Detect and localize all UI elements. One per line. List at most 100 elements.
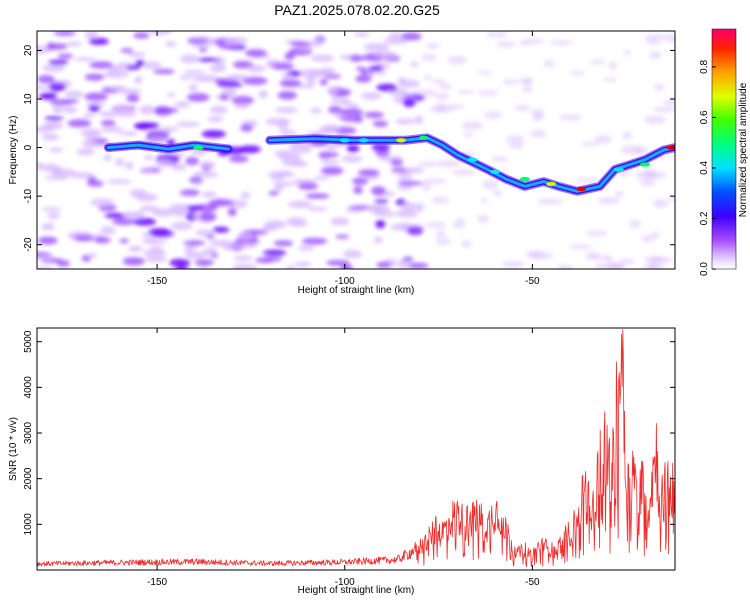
- noise-blob: [276, 172, 296, 177]
- ridge-peak: [546, 181, 557, 187]
- noise-blob: [452, 222, 466, 229]
- ridge-segment-1: [268, 136, 675, 193]
- noise-blob: [373, 236, 384, 244]
- noise-blob: [482, 180, 499, 189]
- noise-blob: [37, 162, 45, 171]
- noise-blob: [352, 177, 369, 185]
- noise-blob: [142, 61, 162, 69]
- noise-blob: [198, 47, 208, 53]
- noise-blob: [106, 179, 133, 184]
- noise-blob: [319, 125, 336, 134]
- noise-blob: [82, 139, 97, 148]
- noise-blob: [89, 61, 114, 69]
- heatmap-x-label: Height of straight line (km): [298, 285, 415, 296]
- noise-blob: [557, 264, 574, 269]
- noise-blob: [335, 234, 350, 239]
- noise-blob: [376, 261, 392, 269]
- noise-blob: [149, 31, 172, 35]
- noise-blob: [396, 222, 411, 229]
- x-tick-label: -150: [147, 276, 167, 287]
- noise-blob: [537, 198, 564, 205]
- noise-blob: [429, 105, 455, 113]
- colorbar: 0.0 0.2 0.4 0.6 0.8 Normalized spectral ampl…: [699, 28, 749, 276]
- noise-blob: [361, 92, 382, 100]
- noise-blob: [294, 261, 312, 267]
- noise-blob: [593, 134, 612, 144]
- noise-blob: [425, 42, 440, 49]
- colorbar-ticks: 0.0 0.2 0.4 0.6 0.8: [699, 60, 716, 276]
- noise-blob: [145, 255, 168, 263]
- ridge-peak: [358, 138, 369, 143]
- noise-blob: [398, 181, 424, 186]
- noise-blob: [57, 53, 74, 59]
- noise-blob: [353, 114, 363, 123]
- noise-blob: [376, 70, 387, 75]
- noise-blob: [650, 232, 661, 239]
- noise-blob: [37, 126, 53, 133]
- noise-blob: [140, 169, 154, 174]
- noise-blob: [37, 266, 53, 269]
- noise-blob: [320, 159, 341, 165]
- noise-blob: [628, 219, 641, 229]
- noise-blob: [327, 88, 339, 96]
- noise-blob: [372, 120, 389, 128]
- noise-blob: [399, 79, 420, 88]
- noise-blob: [279, 153, 302, 163]
- noise-blob: [305, 193, 330, 199]
- noise-blob: [521, 86, 534, 93]
- noise-blob: [559, 114, 583, 121]
- noise-blob: [642, 264, 666, 269]
- noise-blob: [414, 115, 424, 125]
- noise-blob: [164, 41, 177, 47]
- noise-blob: [435, 92, 450, 101]
- noise-blob: [436, 159, 462, 168]
- noise-blob: [346, 144, 360, 153]
- noise-blob: [371, 186, 386, 196]
- noise-blob: [255, 257, 274, 263]
- noise-blob: [100, 119, 116, 127]
- snr-panel: -150 -100 -50 1000 2000 3000 4000 5000 Height …: [8, 327, 676, 596]
- heatmap-noise-field: [37, 31, 675, 269]
- noise-blob: [126, 65, 141, 70]
- noise-blob: [648, 51, 662, 60]
- noise-blob: [355, 74, 372, 83]
- noise-blob: [477, 90, 500, 96]
- noise-blob: [141, 232, 153, 238]
- noise-blob: [153, 68, 175, 75]
- noise-blob: [67, 119, 92, 128]
- noise-blob: [167, 92, 176, 98]
- noise-blob: [155, 107, 179, 114]
- heatmap-y-label: Frequency (Hz): [8, 116, 19, 185]
- noise-blob: [569, 70, 586, 76]
- noise-blob: [584, 251, 600, 260]
- noise-blob: [193, 74, 219, 83]
- noise-blob: [184, 251, 208, 260]
- noise-blob: [295, 84, 316, 89]
- x-tick-label: -100: [335, 276, 355, 287]
- noise-blob: [447, 55, 467, 65]
- noise-blob: [339, 116, 358, 122]
- noise-blob: [438, 83, 453, 90]
- noise-blob: [171, 163, 187, 171]
- noise-blob: [533, 112, 544, 122]
- noise-blob: [519, 77, 534, 84]
- noise-blob: [297, 182, 319, 190]
- noise-blob: [483, 111, 502, 119]
- noise-blob: [275, 106, 298, 114]
- noise-blob: [477, 70, 492, 75]
- noise-blob: [452, 169, 476, 176]
- noise-blob: [183, 70, 206, 75]
- noise-blob: [318, 151, 332, 159]
- y-tick-label: 5000: [23, 330, 34, 353]
- noise-blob: [134, 76, 143, 84]
- heatmap-ridge: [103, 133, 675, 196]
- noise-blob: [608, 61, 618, 70]
- noise-blob: [461, 121, 484, 130]
- noise-blob: [668, 196, 675, 202]
- heatmap-y-axis: 20 10 0 -10 -20: [23, 44, 675, 252]
- noise-blob: [178, 75, 195, 80]
- noise-blob: [179, 189, 200, 196]
- noise-blob: [363, 43, 390, 52]
- noise-blob: [306, 75, 316, 85]
- noise-blob: [131, 211, 145, 219]
